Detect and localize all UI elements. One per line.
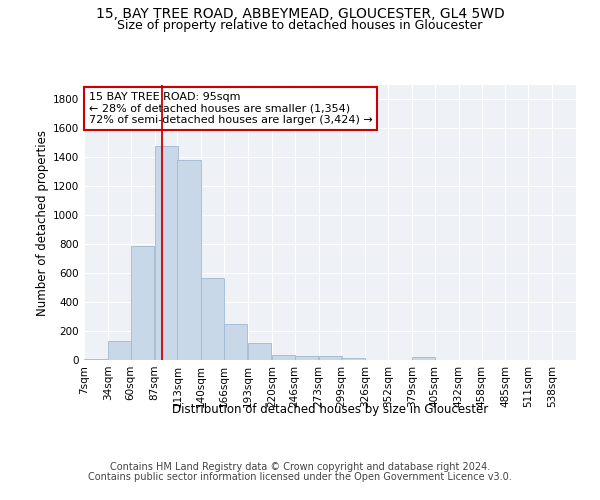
Bar bbox=[155, 146, 178, 360]
Bar bbox=[84, 358, 107, 360]
Bar bbox=[319, 356, 341, 360]
Bar bbox=[272, 355, 295, 360]
Text: Contains public sector information licensed under the Open Government Licence v3: Contains public sector information licen… bbox=[88, 472, 512, 482]
Text: Size of property relative to detached houses in Gloucester: Size of property relative to detached ho… bbox=[118, 18, 482, 32]
Text: 15 BAY TREE ROAD: 95sqm
← 28% of detached houses are smaller (1,354)
72% of semi: 15 BAY TREE ROAD: 95sqm ← 28% of detache… bbox=[89, 92, 373, 125]
Bar bbox=[248, 342, 271, 360]
Bar bbox=[178, 160, 200, 360]
Bar bbox=[131, 246, 154, 360]
Bar bbox=[341, 358, 365, 360]
Text: 15, BAY TREE ROAD, ABBEYMEAD, GLOUCESTER, GL4 5WD: 15, BAY TREE ROAD, ABBEYMEAD, GLOUCESTER… bbox=[95, 8, 505, 22]
Bar bbox=[108, 341, 131, 360]
Y-axis label: Number of detached properties: Number of detached properties bbox=[36, 130, 49, 316]
Bar bbox=[201, 278, 224, 360]
Text: Contains HM Land Registry data © Crown copyright and database right 2024.: Contains HM Land Registry data © Crown c… bbox=[110, 462, 490, 472]
Bar bbox=[295, 356, 318, 360]
Text: Distribution of detached houses by size in Gloucester: Distribution of detached houses by size … bbox=[172, 402, 488, 415]
Bar bbox=[224, 324, 247, 360]
Bar bbox=[412, 357, 435, 360]
